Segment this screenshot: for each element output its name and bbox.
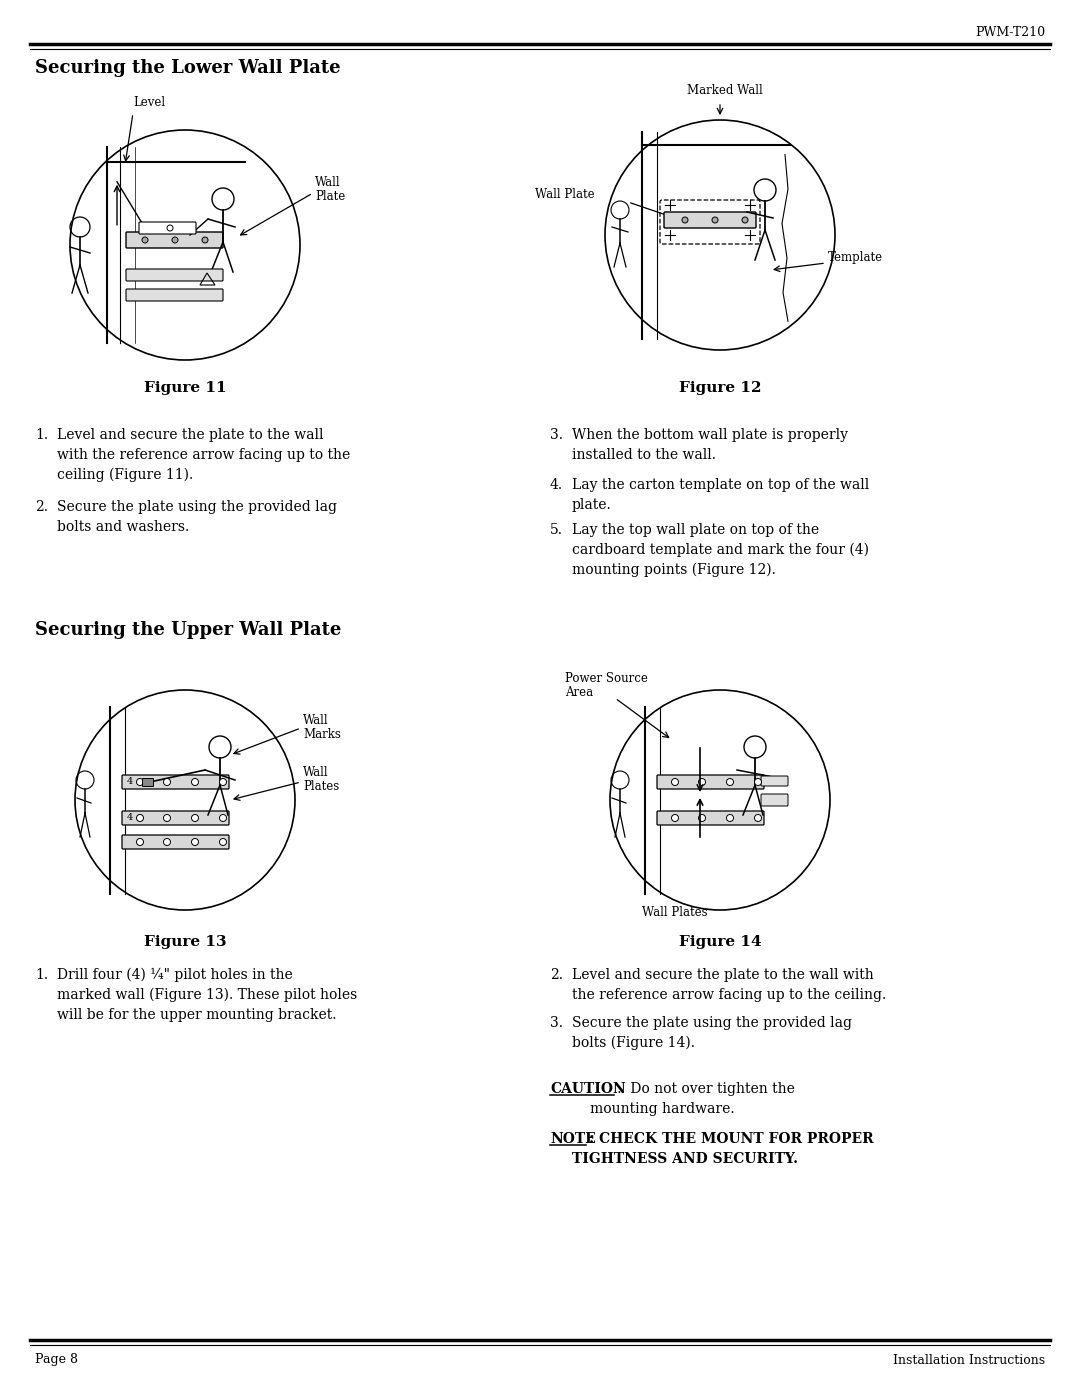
Text: Figure 14: Figure 14 (678, 935, 761, 949)
FancyBboxPatch shape (126, 232, 222, 249)
Text: 4.: 4. (550, 478, 563, 492)
Text: Plates: Plates (303, 780, 339, 792)
Text: Level: Level (133, 96, 165, 109)
Text: the reference arrow facing up to the ceiling.: the reference arrow facing up to the cei… (572, 988, 887, 1002)
Text: marked wall (Figure 13). These pilot holes: marked wall (Figure 13). These pilot hol… (57, 988, 357, 1003)
FancyBboxPatch shape (657, 812, 764, 826)
Text: : CHECK THE MOUNT FOR PROPER: : CHECK THE MOUNT FOR PROPER (589, 1132, 874, 1146)
Text: Lay the carton template on top of the wall: Lay the carton template on top of the wa… (572, 478, 869, 492)
FancyBboxPatch shape (143, 778, 153, 787)
Text: Figure 11: Figure 11 (144, 381, 227, 395)
Text: Wall Plate: Wall Plate (535, 189, 595, 201)
Text: PWM-T210: PWM-T210 (975, 25, 1045, 39)
Text: Template: Template (828, 251, 883, 264)
Text: CAUTION: CAUTION (550, 1083, 625, 1097)
Text: Level and secure the plate to the wall: Level and secure the plate to the wall (57, 427, 324, 441)
Circle shape (699, 778, 705, 785)
Circle shape (191, 838, 199, 845)
Circle shape (202, 237, 208, 243)
Text: :  Do not over tighten the: : Do not over tighten the (617, 1083, 795, 1097)
Text: will be for the upper mounting bracket.: will be for the upper mounting bracket. (57, 1009, 337, 1023)
Circle shape (219, 778, 227, 785)
Text: Wall: Wall (303, 714, 328, 726)
Text: Secure the plate using the provided lag: Secure the plate using the provided lag (572, 1016, 852, 1030)
Text: 3.: 3. (550, 1016, 563, 1030)
Text: 4: 4 (126, 813, 133, 823)
Circle shape (681, 217, 688, 224)
Circle shape (699, 814, 705, 821)
Text: Secure the plate using the provided lag: Secure the plate using the provided lag (57, 500, 337, 514)
FancyBboxPatch shape (657, 775, 764, 789)
Circle shape (672, 814, 678, 821)
Text: When the bottom wall plate is properly: When the bottom wall plate is properly (572, 427, 848, 441)
Text: 5.: 5. (550, 522, 563, 536)
Circle shape (163, 814, 171, 821)
Circle shape (755, 778, 761, 785)
Text: Plate: Plate (315, 190, 346, 204)
Circle shape (755, 814, 761, 821)
FancyBboxPatch shape (139, 222, 195, 235)
Text: Marked Wall: Marked Wall (687, 84, 762, 96)
Text: Lay the top wall plate on top of the: Lay the top wall plate on top of the (572, 522, 819, 536)
FancyBboxPatch shape (122, 775, 229, 789)
Text: bolts (Figure 14).: bolts (Figure 14). (572, 1037, 696, 1051)
FancyBboxPatch shape (126, 289, 222, 300)
Text: bolts and washers.: bolts and washers. (57, 520, 189, 534)
Circle shape (163, 778, 171, 785)
Circle shape (191, 814, 199, 821)
Text: Area: Area (565, 686, 593, 698)
Text: Wall Plates: Wall Plates (643, 905, 707, 918)
Circle shape (167, 225, 173, 231)
FancyBboxPatch shape (761, 775, 788, 787)
Text: plate.: plate. (572, 497, 611, 511)
Circle shape (136, 778, 144, 785)
Text: TIGHTNESS AND SECURITY.: TIGHTNESS AND SECURITY. (572, 1153, 798, 1166)
Text: Figure 12: Figure 12 (678, 381, 761, 395)
FancyBboxPatch shape (126, 270, 222, 281)
Text: 1.: 1. (35, 427, 49, 441)
Text: with the reference arrow facing up to the: with the reference arrow facing up to th… (57, 448, 350, 462)
Circle shape (219, 814, 227, 821)
Text: 4: 4 (126, 778, 133, 787)
Text: cardboard template and mark the four (4): cardboard template and mark the four (4) (572, 543, 869, 557)
Circle shape (727, 814, 733, 821)
Text: Level and secure the plate to the wall with: Level and secure the plate to the wall w… (572, 968, 874, 982)
Circle shape (136, 814, 144, 821)
Text: mounting points (Figure 12).: mounting points (Figure 12). (572, 563, 775, 577)
Circle shape (672, 778, 678, 785)
Text: Wall: Wall (315, 176, 340, 190)
Circle shape (136, 838, 144, 845)
Text: mounting hardware.: mounting hardware. (590, 1102, 734, 1116)
FancyBboxPatch shape (122, 812, 229, 826)
Text: Installation Instructions: Installation Instructions (893, 1354, 1045, 1366)
Text: installed to the wall.: installed to the wall. (572, 448, 716, 462)
Circle shape (141, 237, 148, 243)
Text: 2.: 2. (35, 500, 48, 514)
Text: Securing the Lower Wall Plate: Securing the Lower Wall Plate (35, 59, 340, 77)
FancyBboxPatch shape (761, 793, 788, 806)
Text: 2.: 2. (550, 968, 563, 982)
Text: Drill four (4) ¼" pilot holes in the: Drill four (4) ¼" pilot holes in the (57, 968, 293, 982)
Text: Marks: Marks (303, 728, 341, 740)
Text: ceiling (Figure 11).: ceiling (Figure 11). (57, 468, 193, 482)
FancyBboxPatch shape (122, 835, 229, 849)
Text: Page 8: Page 8 (35, 1354, 78, 1366)
Text: 3.: 3. (550, 427, 563, 441)
Text: NOTE: NOTE (550, 1132, 596, 1146)
Text: Power Source: Power Source (565, 672, 648, 685)
Circle shape (172, 237, 178, 243)
Text: Securing the Upper Wall Plate: Securing the Upper Wall Plate (35, 622, 341, 638)
Circle shape (742, 217, 748, 224)
Circle shape (727, 778, 733, 785)
Text: Wall: Wall (303, 766, 328, 778)
Circle shape (219, 838, 227, 845)
FancyBboxPatch shape (664, 212, 756, 228)
Text: Figure 13: Figure 13 (144, 935, 227, 949)
Circle shape (191, 778, 199, 785)
Circle shape (163, 838, 171, 845)
Circle shape (712, 217, 718, 224)
Text: 1.: 1. (35, 968, 49, 982)
